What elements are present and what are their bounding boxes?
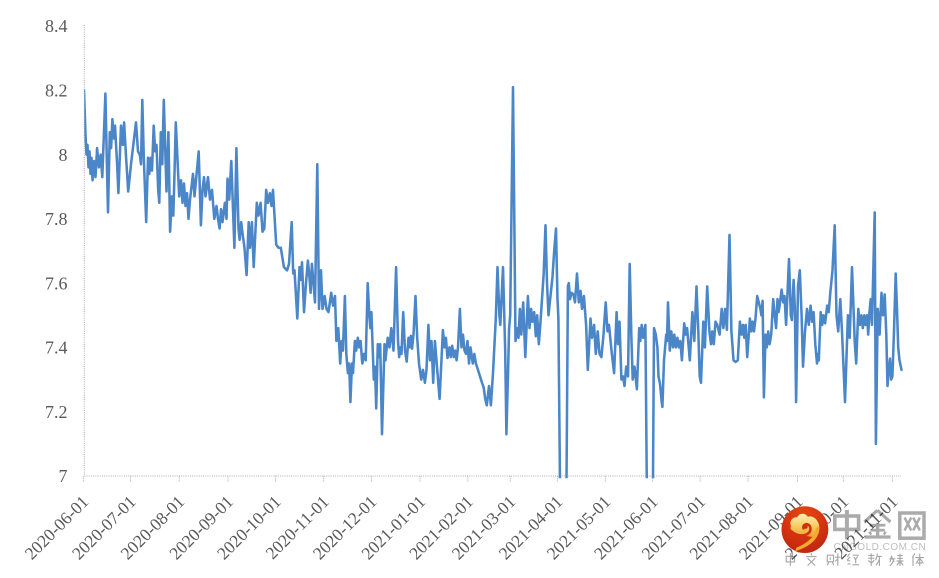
svg-text:7.6: 7.6 [45,273,68,293]
svg-text:8.4: 8.4 [45,16,68,36]
svg-text:8: 8 [59,145,68,165]
svg-text:7.4: 7.4 [45,338,68,358]
svg-text:7: 7 [59,466,68,486]
svg-text:8.2: 8.2 [45,81,68,101]
svg-text:7.2: 7.2 [45,402,68,422]
svg-text:7.8: 7.8 [45,209,68,229]
svg-text:CNGOLD.COM.CN: CNGOLD.COM.CN [834,542,927,553]
